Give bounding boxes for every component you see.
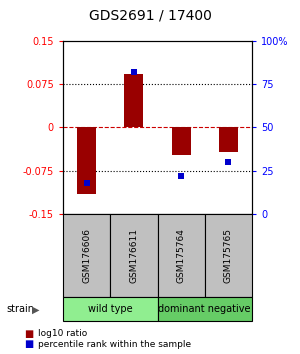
Bar bbox=[124, 74, 143, 127]
Text: ■: ■ bbox=[24, 329, 33, 339]
Bar bbox=[219, 127, 238, 152]
Text: wild type: wild type bbox=[88, 304, 133, 314]
Text: GSM175764: GSM175764 bbox=[177, 228, 186, 283]
Bar bbox=[172, 127, 190, 155]
Text: ▶: ▶ bbox=[32, 304, 40, 314]
Bar bbox=[77, 127, 96, 194]
Text: percentile rank within the sample: percentile rank within the sample bbox=[38, 340, 190, 349]
Text: log10 ratio: log10 ratio bbox=[38, 329, 87, 338]
Text: dominant negative: dominant negative bbox=[158, 304, 251, 314]
Text: strain: strain bbox=[6, 304, 34, 314]
Text: GDS2691 / 17400: GDS2691 / 17400 bbox=[88, 9, 212, 23]
Text: ■: ■ bbox=[24, 339, 33, 349]
Text: GSM176606: GSM176606 bbox=[82, 228, 91, 283]
Text: GSM176611: GSM176611 bbox=[129, 228, 138, 283]
Text: GSM175765: GSM175765 bbox=[224, 228, 233, 283]
